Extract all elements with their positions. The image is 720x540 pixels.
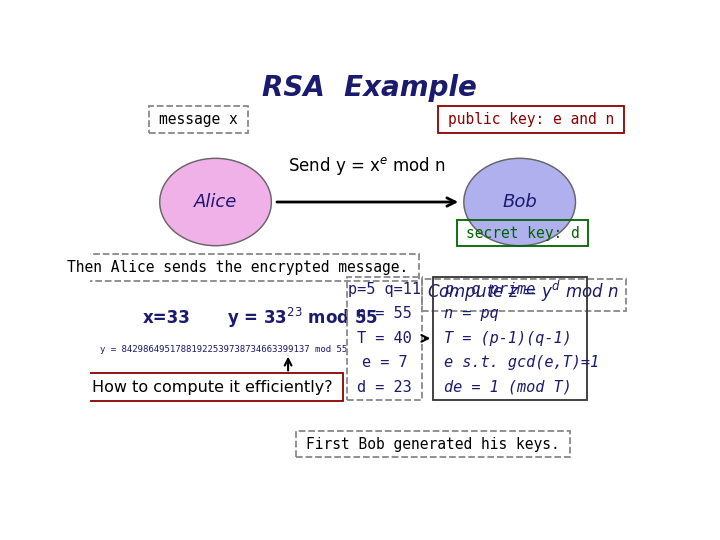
Ellipse shape [160, 158, 271, 246]
Text: y = 84298649517881922539738734663399137 mod 55: y = 84298649517881922539738734663399137 … [100, 345, 347, 354]
Text: Alice: Alice [194, 193, 237, 211]
Text: message x: message x [159, 112, 238, 127]
Text: de = 1 (mod T): de = 1 (mod T) [444, 380, 572, 395]
Text: Compute $z$ = $y^d$ mod n: Compute $z$ = $y^d$ mod n [426, 279, 618, 304]
Text: public key: e and n: public key: e and n [448, 112, 614, 127]
Text: First Bob generated his keys.: First Bob generated his keys. [306, 436, 560, 451]
Text: secret key: d: secret key: d [466, 226, 580, 241]
Text: n = pq: n = pq [444, 306, 499, 321]
Text: How to compute it efficiently?: How to compute it efficiently? [92, 380, 333, 395]
Text: x=33: x=33 [143, 309, 191, 327]
Text: y = 33$^{23}$ mod 55: y = 33$^{23}$ mod 55 [227, 306, 378, 330]
Text: e = 7: e = 7 [361, 355, 407, 370]
Text: d = 23: d = 23 [357, 380, 412, 395]
Text: Bob: Bob [503, 193, 537, 211]
Text: Send y = x$^e$ mod n: Send y = x$^e$ mod n [289, 156, 446, 177]
Text: T = (p-1)(q-1): T = (p-1)(q-1) [444, 330, 572, 346]
Text: p=5 q=11: p=5 q=11 [348, 282, 421, 296]
Text: Then Alice sends the encrypted message.: Then Alice sends the encrypted message. [67, 260, 408, 275]
Text: n = 55: n = 55 [357, 306, 412, 321]
Text: RSA  Example: RSA Example [261, 74, 477, 102]
Text: T = 40: T = 40 [357, 330, 412, 346]
Text: p, q prime: p, q prime [444, 282, 536, 296]
Text: e s.t. gcd(e,T)=1: e s.t. gcd(e,T)=1 [444, 355, 600, 370]
Ellipse shape [464, 158, 575, 246]
